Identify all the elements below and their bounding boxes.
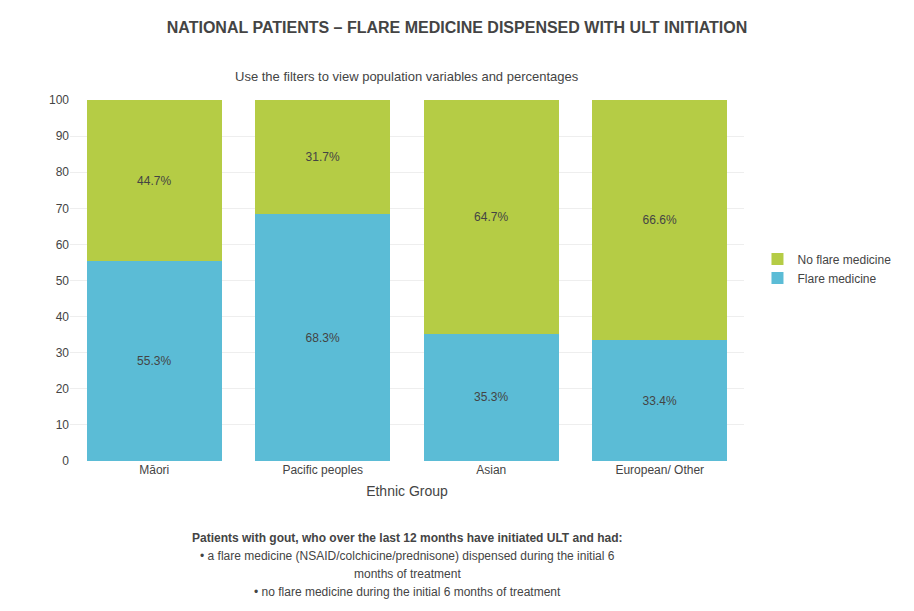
svg-text:90: 90: [56, 129, 70, 143]
svg-text:40: 40: [56, 310, 70, 324]
svg-text:No flare medicine: No flare medicine: [797, 253, 891, 267]
svg-text:months of treatment: months of treatment: [354, 567, 461, 581]
svg-text:68.3%: 68.3%: [306, 331, 340, 345]
svg-text:Asian: Asian: [476, 463, 506, 477]
svg-text:• no flare medicine during the: • no flare medicine during the initial 6…: [254, 585, 561, 599]
svg-text:64.7%: 64.7%: [474, 210, 508, 224]
svg-text:20: 20: [56, 382, 70, 396]
svg-text:31.7%: 31.7%: [306, 150, 340, 164]
svg-text:Patients with gout, who over t: Patients with gout, who over the last 12…: [192, 531, 623, 545]
svg-text:NATIONAL PATIENTS – FLARE MEDI: NATIONAL PATIENTS – FLARE MEDICINE DISPE…: [167, 19, 747, 36]
svg-text:Māori: Māori: [139, 463, 169, 477]
svg-text:10: 10: [56, 418, 70, 432]
svg-text:Flare medicine: Flare medicine: [797, 272, 876, 286]
svg-text:• a flare medicine (NSAID/colc: • a flare medicine (NSAID/colchicine/pre…: [200, 549, 615, 563]
svg-text:Use the filters to view popula: Use the filters to view population varia…: [235, 69, 579, 84]
svg-text:80: 80: [56, 165, 70, 179]
svg-text:100: 100: [49, 93, 69, 107]
svg-text:Ethnic Group: Ethnic Group: [366, 483, 448, 499]
svg-text:35.3%: 35.3%: [474, 390, 508, 404]
svg-text:0: 0: [62, 454, 69, 468]
svg-text:55.3%: 55.3%: [137, 354, 171, 368]
svg-text:44.7%: 44.7%: [137, 174, 171, 188]
svg-text:60: 60: [56, 238, 70, 252]
svg-text:33.4%: 33.4%: [643, 394, 677, 408]
svg-text:Pacific peoples: Pacific peoples: [282, 463, 363, 477]
svg-text:50: 50: [56, 274, 70, 288]
svg-text:70: 70: [56, 202, 70, 216]
svg-text:European/ Other: European/ Other: [615, 463, 704, 477]
svg-text:30: 30: [56, 346, 70, 360]
svg-text:66.6%: 66.6%: [643, 213, 677, 227]
